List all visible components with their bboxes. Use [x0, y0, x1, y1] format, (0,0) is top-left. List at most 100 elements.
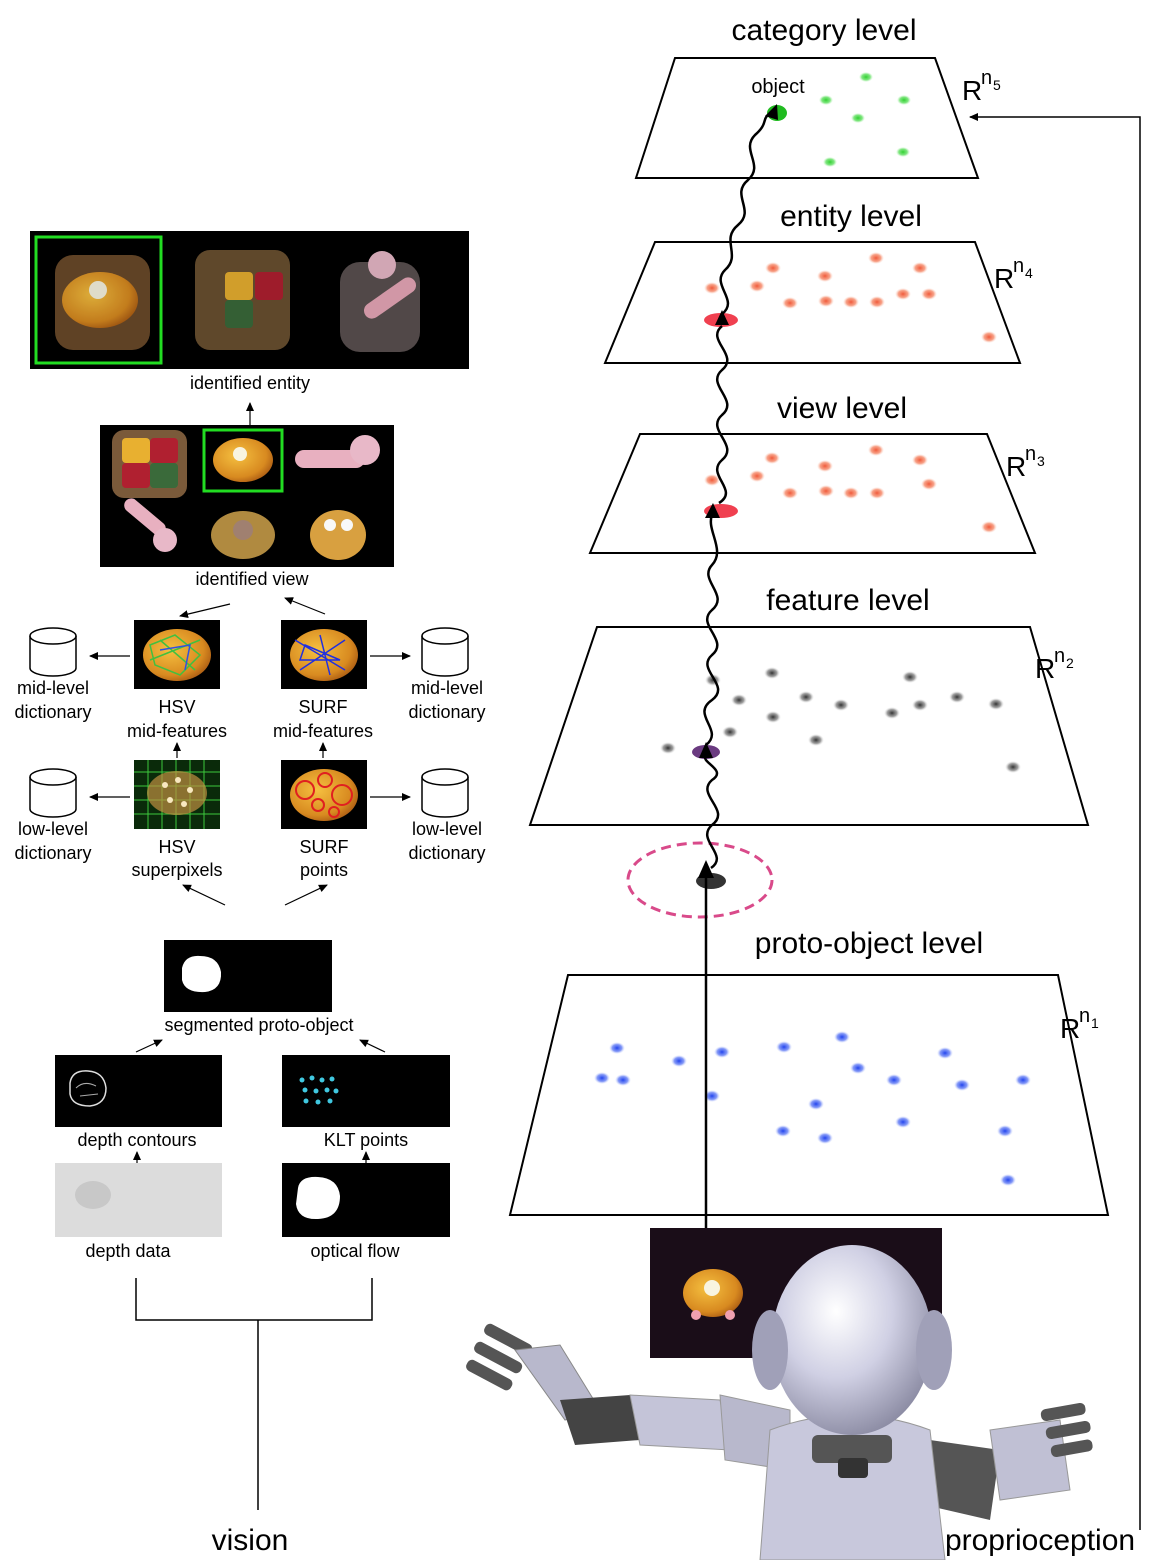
- surf-mid-label-1: SURF: [299, 697, 348, 717]
- view-point: [764, 452, 780, 464]
- surf-low-label-2: points: [300, 860, 348, 880]
- entity-point: [912, 262, 928, 274]
- highlight-box: [202, 428, 284, 493]
- proto-point: [895, 1116, 911, 1128]
- feature-point: [660, 742, 676, 754]
- space-sub: 2: [1066, 655, 1074, 671]
- proto-object-plane: [508, 974, 1110, 1216]
- low-dict-left-label-2: dictionary: [14, 843, 91, 863]
- depth-contours-label: depth contours: [77, 1130, 196, 1150]
- robot-head: [772, 1245, 932, 1435]
- feature-point: [798, 691, 814, 703]
- proto-point: [775, 1125, 791, 1137]
- view-point: [868, 444, 884, 456]
- feature-point: [833, 699, 849, 711]
- segmented-proto-object-image: [164, 940, 332, 1012]
- proto-point: [886, 1074, 902, 1086]
- low-dictionary-left-icon: [29, 768, 77, 818]
- proto-point: [615, 1074, 631, 1086]
- view-point: [912, 454, 928, 466]
- entity-point: [869, 296, 885, 308]
- proto-point: [776, 1041, 792, 1053]
- feature-level-title: feature level: [766, 584, 929, 617]
- proto-point: [817, 1132, 833, 1144]
- mid-dictionary-left-icon: [29, 627, 77, 677]
- identified-view-label: identified view: [195, 569, 309, 589]
- proprioception-label: proprioception: [945, 1524, 1135, 1557]
- feature-point: [731, 694, 747, 706]
- entity-point: [704, 282, 720, 294]
- feature-point: [765, 711, 781, 723]
- mid-dict-right-label-1: mid-level: [411, 678, 483, 698]
- category-point: [851, 113, 865, 123]
- category-level-title: category level: [731, 14, 916, 47]
- surf-points-image: [281, 760, 367, 829]
- feature-point: [764, 667, 780, 679]
- robot-illustration: [466, 1245, 1093, 1560]
- view-point: [843, 487, 859, 499]
- surf-mid-features-image: [281, 620, 367, 689]
- entity-point: [921, 288, 937, 300]
- proto-point: [850, 1062, 866, 1074]
- hsv-low-label-2: superpixels: [131, 860, 222, 880]
- category-point: [897, 95, 911, 105]
- space-base: R: [1035, 653, 1055, 684]
- proto-point: [808, 1098, 824, 1110]
- space-label-4: R n 4: [994, 255, 1033, 294]
- proto-point: [609, 1042, 625, 1054]
- space-label-2: R n 2: [1035, 645, 1074, 684]
- feature-plane: [528, 626, 1090, 826]
- hsv-superpixels-image: [134, 760, 220, 829]
- level-points: [594, 72, 1031, 1186]
- feature-point: [912, 699, 928, 711]
- hsv-mid-label-2: mid-features: [127, 721, 227, 741]
- feature-point: [1005, 761, 1021, 773]
- entity-point: [817, 270, 833, 282]
- view-point: [749, 470, 765, 482]
- mid-dictionary-right-icon: [421, 627, 469, 677]
- space-label-1: R n 1: [1060, 1005, 1099, 1044]
- space-base: R: [994, 263, 1014, 294]
- space-exp: n: [1025, 443, 1036, 465]
- space-base: R: [1006, 451, 1026, 482]
- proto-object-level-title: proto-object level: [755, 927, 983, 960]
- robot-right-arm: [925, 1402, 1093, 1520]
- segmented-label: segmented proto-object: [164, 1015, 353, 1035]
- category-point: [823, 157, 837, 167]
- entity-point: [749, 280, 765, 292]
- entity-point: [782, 297, 798, 309]
- hsv-low-label-1: HSV: [158, 837, 195, 857]
- space-label-3: R n 3: [1006, 443, 1045, 482]
- space-exp: n: [981, 67, 992, 89]
- low-dict-left-label-1: low-level: [18, 819, 88, 839]
- surf-mid-label-2: mid-features: [273, 721, 373, 741]
- category-point: [819, 95, 833, 105]
- space-exp: n: [1013, 255, 1024, 277]
- klt-points-label: KLT points: [324, 1130, 408, 1150]
- depth-data-label: depth data: [85, 1241, 171, 1261]
- proto-point: [834, 1031, 850, 1043]
- view-point: [817, 460, 833, 472]
- low-dict-right-label-2: dictionary: [408, 843, 485, 863]
- mid-dict-right-label-2: dictionary: [408, 702, 485, 722]
- depth-contours-image: [55, 1055, 222, 1127]
- entity-point: [843, 296, 859, 308]
- hsv-mid-features-image: [134, 620, 220, 689]
- identified-view-image: [100, 425, 394, 567]
- proto-point: [594, 1072, 610, 1084]
- view-point: [981, 521, 997, 533]
- view-point: [704, 474, 720, 486]
- space-label-5: R n 5: [962, 67, 1001, 106]
- feature-point: [988, 698, 1004, 710]
- entity-level-title: entity level: [780, 200, 922, 233]
- vision-bracket: [135, 1278, 373, 1510]
- feature-point: [884, 707, 900, 719]
- entity-point: [981, 331, 997, 343]
- space-sub: 3: [1037, 453, 1045, 469]
- proto-point: [997, 1125, 1013, 1137]
- proto-point: [954, 1079, 970, 1091]
- hsv-mid-label-1: HSV: [158, 697, 195, 717]
- feature-point: [808, 734, 824, 746]
- proto-point: [937, 1047, 953, 1059]
